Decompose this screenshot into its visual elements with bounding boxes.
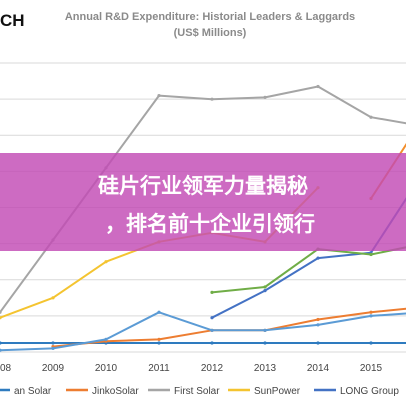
legend-label: SunPower	[254, 386, 301, 397]
data-point	[263, 95, 267, 99]
x-tick-label: 2012	[201, 363, 224, 374]
data-point	[51, 341, 55, 345]
legend-label: JinkoSolar	[92, 386, 139, 397]
banner-line-1: 硅片行业领军力量揭秘	[98, 174, 308, 198]
banner-line-2: ，排名前十企业引领行	[105, 212, 315, 236]
data-point	[0, 316, 2, 320]
data-point	[210, 97, 214, 101]
legend-label: LONG Group	[340, 386, 399, 397]
data-point	[263, 289, 267, 293]
data-point	[157, 310, 161, 314]
logo-text: CH	[0, 11, 25, 30]
legend-label: First Solar	[174, 386, 220, 397]
data-point	[104, 260, 108, 264]
data-point	[369, 310, 373, 314]
chart-subtitle: (US$ Millions)	[174, 27, 247, 39]
data-point	[157, 337, 161, 341]
data-point	[263, 341, 267, 345]
data-point	[210, 316, 214, 320]
x-tick-label: 2009	[42, 363, 65, 374]
data-point	[369, 341, 373, 345]
data-point	[369, 115, 373, 119]
x-tick-label: 2010	[95, 363, 118, 374]
legend-label: an Solar	[14, 386, 52, 397]
data-point	[316, 256, 320, 260]
data-point	[369, 252, 373, 257]
x-tick-label: 2008	[0, 363, 12, 374]
data-point	[263, 328, 267, 332]
data-point	[0, 341, 2, 345]
banner-overlay	[0, 153, 406, 251]
x-tick-label: 2015	[360, 363, 383, 374]
x-tick-label: 2014	[307, 363, 330, 374]
data-point	[316, 341, 320, 345]
data-point	[0, 310, 2, 314]
data-point	[157, 341, 161, 345]
data-point	[316, 317, 320, 322]
data-point	[51, 296, 55, 300]
legend: an Solar JinkoSolar First Solar SunPower LON…	[0, 386, 399, 397]
data-point	[210, 341, 214, 345]
data-point	[104, 337, 108, 341]
data-point	[51, 346, 55, 350]
x-tick-label: 2011	[148, 363, 170, 374]
data-point	[210, 290, 214, 295]
data-point	[157, 93, 161, 98]
x-tick-label: 2013	[254, 363, 277, 374]
data-point	[210, 328, 214, 332]
data-point	[0, 348, 2, 352]
x-tick-layer: 200820092010201120122013201420152016	[0, 363, 383, 374]
data-point	[369, 314, 373, 318]
data-point	[263, 285, 267, 289]
data-point	[316, 84, 320, 89]
chart-title: Annual R&D Expenditure: Historial Leader…	[65, 11, 355, 23]
data-point	[316, 323, 320, 327]
